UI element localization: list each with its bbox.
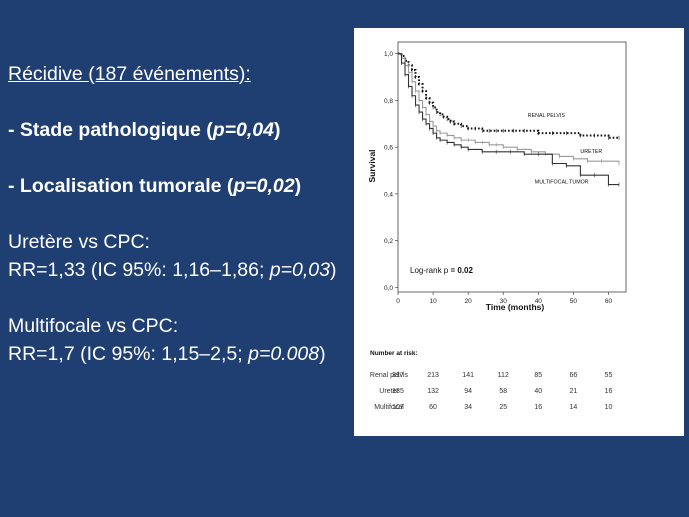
loc-suffix: ): [294, 175, 302, 197]
multi-title: Multifocale vs CPC:: [8, 315, 179, 337]
risk-cell: 34: [464, 404, 473, 411]
loc-prefix: - Localisation tumorale (: [8, 175, 234, 197]
chart-panel: 0,0 0,2 0,4 0,6 0,8 1,0 0 10 20 30 40 50 60 RENAL PEL…: [354, 28, 684, 436]
x-tick-label: 50: [570, 298, 578, 305]
multi-rr-p: p=0.008: [248, 343, 320, 365]
y-axis-label: Survival: [367, 149, 377, 182]
ureter-rr-prefix: RR=1,33 (IC 95%: 1,16–1,86;: [8, 259, 270, 281]
km-chart-svg: 0,0 0,2 0,4 0,6 0,8 1,0 0 10 20 30 40 50 60 RENAL PEL…: [367, 41, 627, 312]
logrank-value: = 0.02: [450, 266, 473, 275]
multi-rr-suffix: ): [319, 343, 326, 365]
risk-cell: 25: [499, 404, 508, 411]
ureter-rr-line: RR=1,33 (IC 95%: 1,16–1,86; p=0,03): [8, 258, 336, 282]
risk-cell: 107: [392, 404, 404, 411]
risk-cell: 58: [499, 388, 508, 395]
y-tick-label: 0,4: [384, 191, 393, 198]
series-line-multi: [398, 53, 619, 186]
x-axis-label: Time (months): [486, 302, 545, 312]
risk-row-label: Ureter: [379, 388, 399, 395]
stade-line: - Stade pathologique (p=0,04): [8, 118, 281, 142]
risk-cell: 55: [604, 372, 613, 379]
risk-cell: 132: [427, 388, 439, 395]
series-label-renal: RENAL PELVIS: [528, 113, 566, 119]
risk-cell: 141: [462, 372, 474, 379]
series-line-ureter: [398, 53, 620, 164]
plot-frame: [397, 41, 627, 293]
y-tick-label: 1,0: [384, 51, 393, 58]
risk-cell: 94: [464, 388, 473, 395]
risk-cell: 40: [534, 388, 543, 395]
multi-rr-line: RR=1,7 (IC 95%: 1,15–2,5; p=0.008): [8, 342, 326, 366]
x-tick-label: 0: [396, 298, 400, 305]
ureter-title: Uretère vs CPC:: [8, 231, 150, 253]
risk-row: Ureter 185 132 94 58 40 21 16: [354, 388, 684, 400]
risk-cell: 85: [534, 372, 543, 379]
stade-suffix: ): [274, 119, 281, 141]
recidive-title: Récidive (187 événements):: [8, 63, 251, 85]
logrank-prefix: Log-rank p: [410, 266, 450, 275]
x-tick-label: 20: [465, 298, 473, 305]
risk-cell: 21: [569, 388, 578, 395]
series-label-ureter: URETER: [580, 149, 602, 155]
risk-cell: 16: [534, 404, 543, 411]
risk-cell: 185: [392, 388, 404, 395]
multi-rr-prefix: RR=1,7 (IC 95%: 1,15–2,5;: [8, 343, 249, 365]
y-tick-label: 0,0: [384, 285, 393, 292]
series-label-multi: MULTIFOCAL TUMOR: [535, 179, 589, 185]
y-tick-label: 0,8: [384, 98, 393, 105]
x-tick-label: 60: [605, 298, 613, 305]
x-tick-label: 30: [500, 298, 508, 305]
risk-cell: 10: [604, 404, 613, 411]
risk-cell: 60: [429, 404, 437, 411]
stade-p: p=0,04: [212, 119, 275, 141]
risk-row-label: Multifocal: [374, 404, 404, 411]
stade-prefix: - Stade pathologique (: [8, 119, 213, 141]
risk-cell: 66: [569, 372, 578, 379]
loc-p: p=0,02: [233, 175, 295, 197]
logrank-annotation: Log-rank p = 0.02: [410, 266, 473, 275]
number-at-risk-title: Number at risk:: [370, 350, 418, 357]
risk-row: Multifocal 107 60 34 25 16 14 10: [354, 404, 684, 416]
localisation-line: - Localisation tumorale (p=0,02): [8, 174, 301, 198]
x-tick-label: 40: [535, 298, 543, 305]
risk-row: Renal pelvis 317 213 141 112 85 66 55: [354, 372, 684, 384]
risk-cell: 213: [427, 372, 439, 379]
risk-cell: 112: [497, 372, 509, 379]
risk-row-label: Renal pelvis: [369, 372, 409, 379]
series-line-renal: [398, 52, 619, 139]
y-tick-label: 0,2: [384, 238, 393, 245]
risk-cell: 16: [604, 388, 613, 395]
ureter-rr-p: p=0,03: [269, 259, 330, 281]
x-tick-label: 10: [429, 298, 437, 305]
risk-cell: 14: [569, 404, 578, 411]
ureter-rr-suffix: ): [329, 259, 337, 281]
risk-cell: 317: [392, 372, 404, 379]
y-tick-label: 0,6: [384, 145, 393, 152]
